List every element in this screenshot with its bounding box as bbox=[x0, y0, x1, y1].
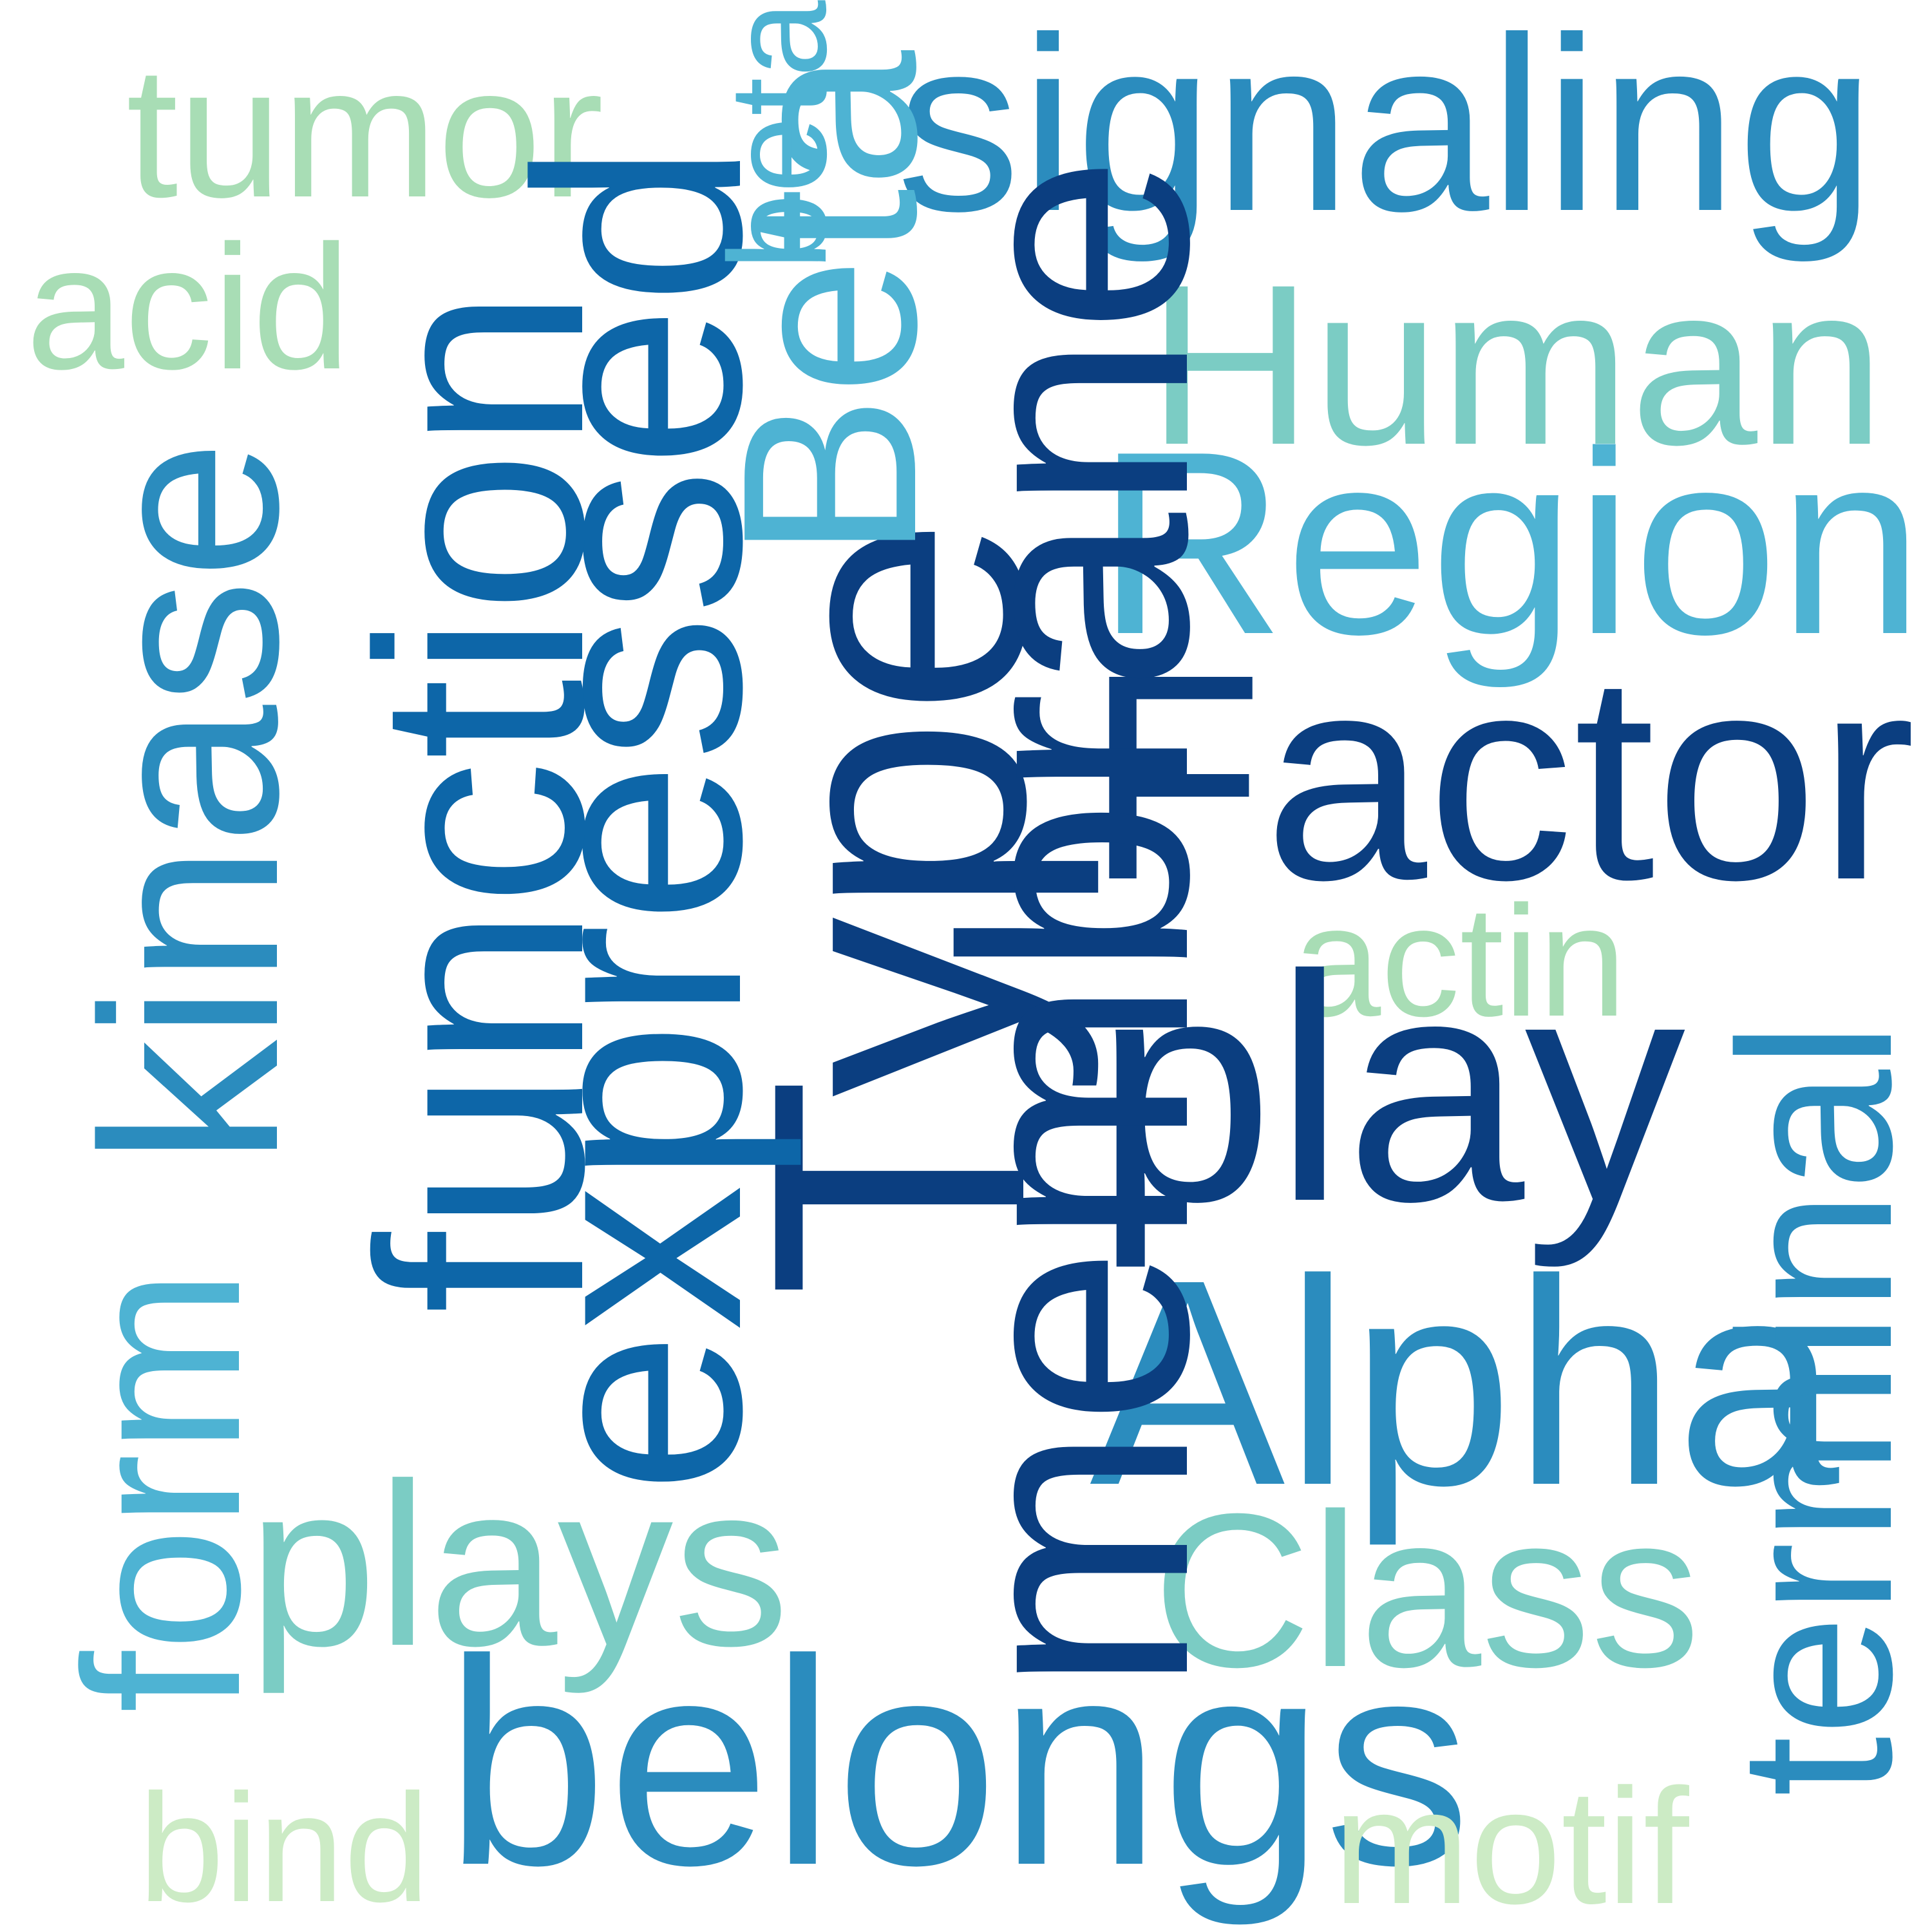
word-tumor: tumor bbox=[126, 28, 604, 236]
word-acid: acid bbox=[26, 209, 351, 406]
word-signaling: signaling bbox=[896, 0, 1875, 263]
word-play: play bbox=[1095, 908, 1686, 1268]
word-plays: plays bbox=[248, 1435, 790, 1694]
word-terminal: terminal bbox=[1693, 1021, 1932, 1797]
word-class: Class bbox=[1153, 1468, 1701, 1713]
word-belongs: belongs bbox=[444, 1599, 1471, 1926]
word-form: form bbox=[39, 1269, 287, 1713]
word-beta-small: beta bbox=[700, 0, 855, 270]
word-bind: bind bbox=[138, 1761, 430, 1932]
word-human: Human bbox=[1148, 238, 1885, 493]
word-actin: actin bbox=[1293, 873, 1627, 1049]
word-kinase: kinase bbox=[50, 439, 330, 1166]
word-function: function bbox=[317, 287, 645, 1314]
word-alpha: Alpha bbox=[1090, 1219, 1839, 1546]
word-region: Region bbox=[1097, 397, 1924, 688]
word-factor: Factor bbox=[1085, 614, 1916, 941]
word-motif: motif bbox=[1333, 1755, 1689, 1932]
